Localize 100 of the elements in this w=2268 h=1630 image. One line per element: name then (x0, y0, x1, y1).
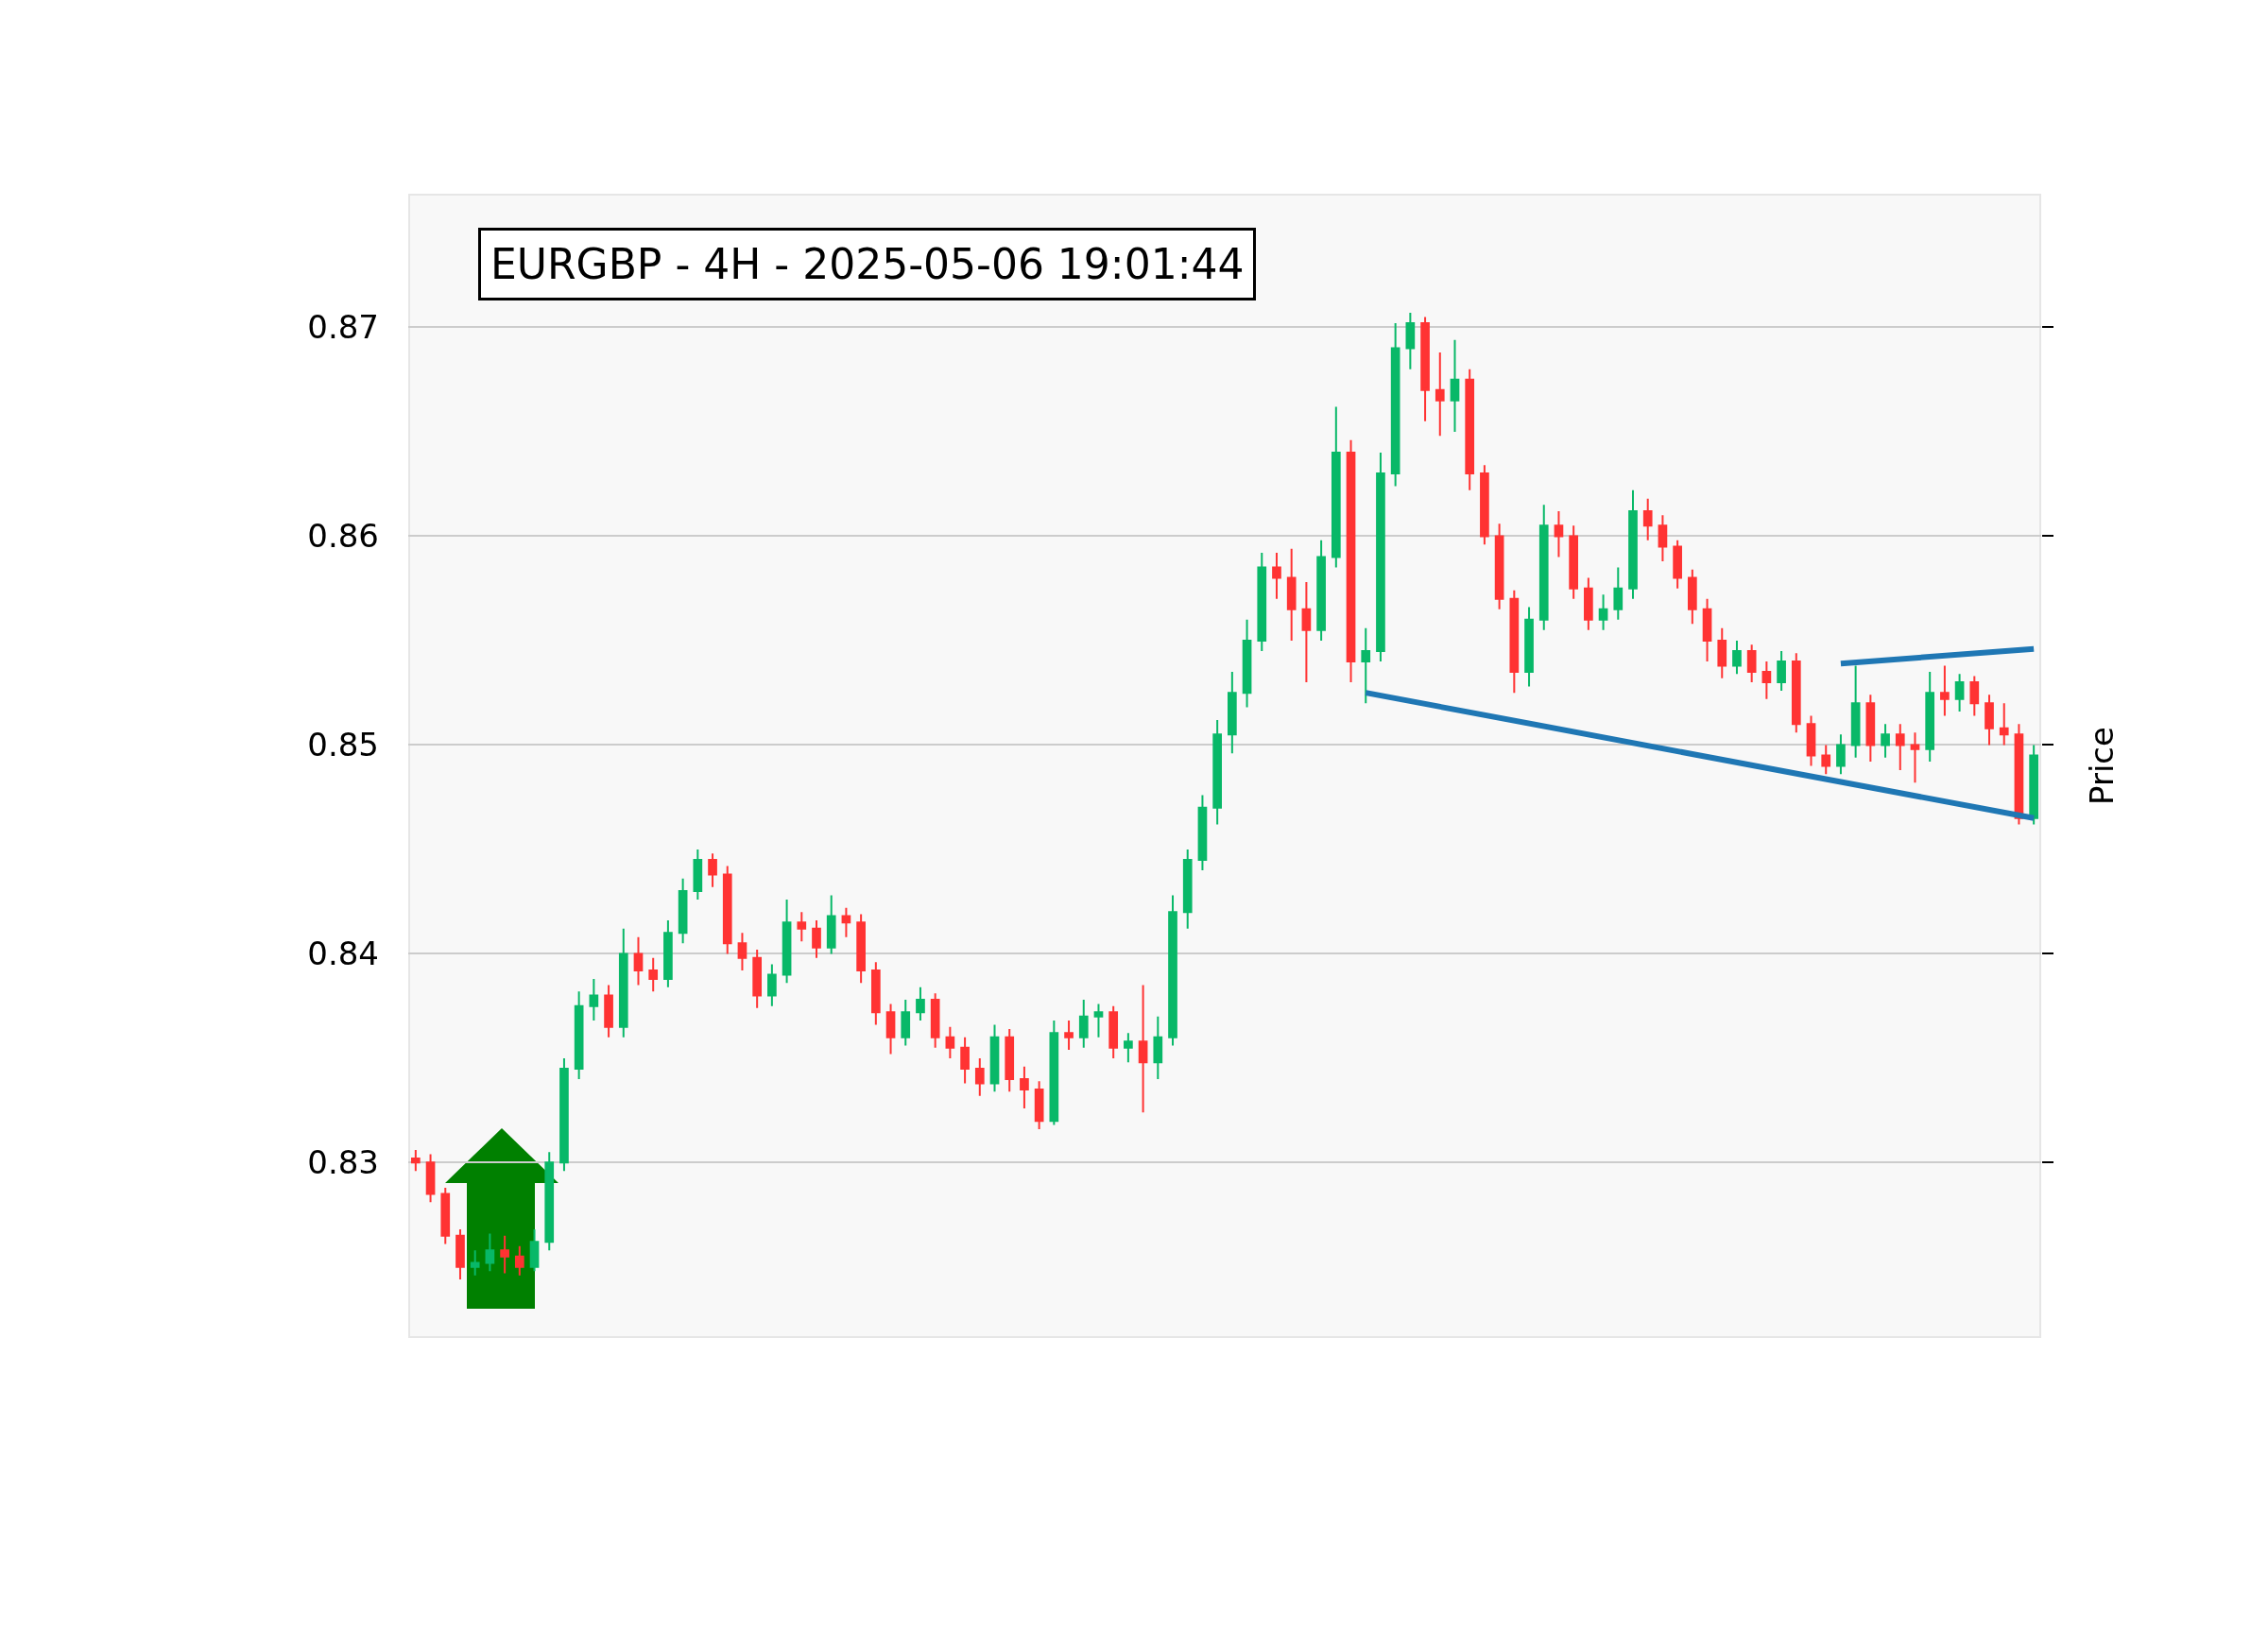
y-tick-label: 0.86 (307, 517, 379, 556)
candlestick (559, 1056, 569, 1173)
candlestick (1717, 626, 1727, 679)
candlestick (1494, 523, 1504, 610)
candlestick (1390, 322, 1400, 488)
candlestick (1628, 489, 1638, 600)
candlestick (1538, 504, 1549, 631)
candlestick (440, 1186, 451, 1245)
candlestick (1910, 731, 1920, 784)
candlestick (1078, 999, 1089, 1049)
y-tick-label: 0.83 (307, 1143, 379, 1182)
candlestick (1732, 639, 1742, 676)
candlestick (1821, 744, 1831, 776)
candlestick (916, 986, 925, 1022)
candlestick (1450, 338, 1460, 433)
candlestick (767, 963, 777, 1007)
candlestick (812, 919, 821, 959)
candlestick (930, 992, 940, 1049)
candlestick (1316, 539, 1326, 642)
candlestick (1168, 894, 1177, 1047)
candlestick (974, 1056, 985, 1097)
candlestick (737, 932, 747, 972)
candlestick (1465, 368, 1475, 491)
candlestick (1064, 1020, 1074, 1052)
candlestick (1005, 1027, 1015, 1093)
candlestick (1806, 714, 1816, 767)
candlestick (470, 1249, 480, 1277)
candlestick (1969, 675, 1980, 717)
candlestick (693, 848, 703, 901)
y-axis-title: Price (2083, 727, 2122, 805)
candlestick (901, 999, 911, 1047)
candlestick (1865, 694, 1876, 764)
candlestick (485, 1232, 495, 1273)
candlestick (1777, 649, 1786, 692)
candlestick (455, 1228, 465, 1281)
candlestick (1257, 552, 1267, 652)
candlestick (604, 984, 613, 1038)
candlestick (1791, 652, 1801, 734)
candlestick (1509, 589, 1520, 695)
candlestick (1405, 311, 1416, 370)
candlestick (1286, 547, 1297, 642)
candlestick (633, 935, 644, 987)
candlestick (1182, 848, 1193, 930)
candlestick (708, 852, 717, 888)
candlestick (1020, 1065, 1029, 1109)
candlestick (1584, 576, 1593, 631)
candlestick (2029, 744, 2038, 826)
candlestick (1242, 618, 1252, 709)
candlestick (1687, 568, 1697, 626)
candlestick (797, 911, 807, 943)
candlestick (425, 1153, 436, 1204)
candlestick (411, 1149, 421, 1173)
candlestick (1954, 673, 1965, 713)
candlestick (1642, 497, 1653, 541)
candlestick (1197, 794, 1208, 871)
candlestick (1673, 539, 1682, 590)
candlestick (1524, 606, 1534, 688)
candlestick (870, 961, 881, 1026)
candlestick (752, 948, 763, 1009)
y-tick-label: 0.84 (307, 935, 379, 973)
candlestick (1613, 566, 1624, 621)
y-tick-label: 0.87 (307, 308, 379, 347)
candlestick (574, 990, 584, 1080)
candlestick (514, 1244, 524, 1277)
candlestick (1895, 723, 1905, 771)
candlestick (1346, 438, 1356, 684)
candlestick (1881, 723, 1890, 759)
candlestick (1480, 464, 1489, 546)
candlestick (1940, 664, 1950, 717)
candlestick (1850, 664, 1861, 759)
candlestick (1435, 351, 1445, 438)
candlestick (1331, 405, 1341, 569)
candlestick (1228, 671, 1237, 755)
candlestick (529, 1228, 540, 1273)
candlestick (885, 1003, 896, 1055)
candlestick (500, 1234, 509, 1275)
candlestick (1598, 593, 1608, 631)
candlestick (1761, 661, 1772, 700)
candlestick (856, 913, 866, 985)
candlestick (1093, 1003, 1104, 1038)
candlestick (1658, 514, 1668, 562)
candlestick (722, 865, 732, 955)
candlestick (589, 977, 599, 1022)
candlestick (1569, 524, 1579, 600)
candlestick (1554, 509, 1564, 558)
candlestick (1836, 733, 1846, 776)
candlestick (663, 919, 673, 988)
candlestick (1702, 597, 1712, 663)
candlestick (1212, 718, 1222, 826)
candlestick (1049, 1020, 1059, 1126)
candlestick (648, 956, 659, 993)
candlestick (1376, 452, 1385, 663)
candlestick (826, 894, 836, 955)
candlestick (841, 906, 851, 938)
candlestick (1153, 1015, 1163, 1080)
candlestick (1272, 552, 1281, 600)
y-tick-label: 0.85 (307, 726, 379, 764)
candlestick (782, 898, 792, 985)
candlestick (1999, 702, 2009, 746)
candlestick (1138, 984, 1148, 1114)
